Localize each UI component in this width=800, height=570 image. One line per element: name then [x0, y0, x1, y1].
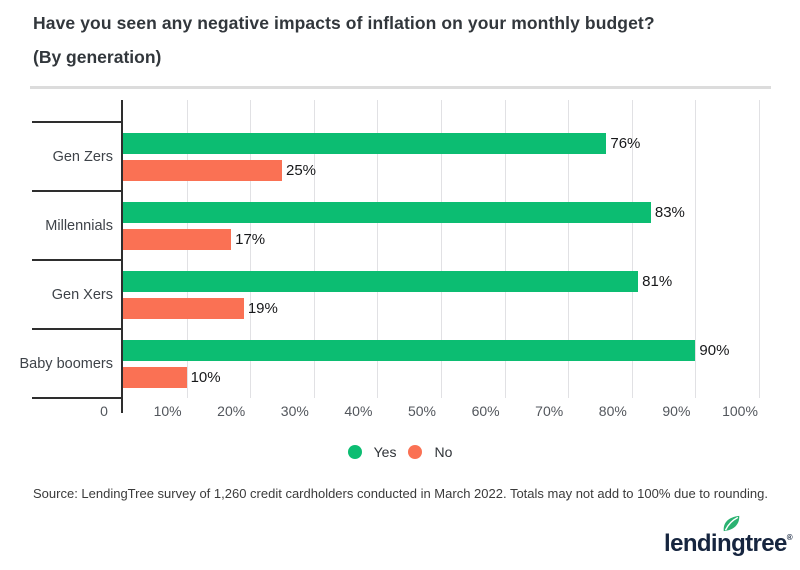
- category-tick-line: [32, 259, 123, 261]
- gridline: [313, 100, 315, 398]
- x-tick-label: 30%: [280, 403, 309, 419]
- legend-swatch-yes: [347, 445, 362, 459]
- x-tick-label: 60%: [471, 403, 500, 419]
- x-tick-label: 70%: [535, 403, 564, 419]
- logo-word: lendingtree: [664, 530, 787, 557]
- bar-group: 81% 19%: [123, 260, 759, 329]
- category-label: Baby boomers: [19, 355, 114, 372]
- bar-no: [123, 229, 232, 250]
- bar-line: 83%: [123, 202, 759, 223]
- gridline: [568, 100, 570, 398]
- chart-legend: Yes No: [0, 444, 800, 460]
- category-tick-line: [32, 190, 123, 192]
- logo-text: lendingtree®: [664, 530, 793, 558]
- leaf-icon: [719, 514, 744, 533]
- bar-value-label: 25%: [286, 162, 317, 179]
- category-tick-line: [32, 121, 123, 123]
- bar-value-label: 17%: [235, 231, 266, 248]
- category-row: Gen Zers 76% 25%: [0, 122, 800, 191]
- category-row: Baby boomers 90% 10%: [0, 329, 800, 398]
- bar-yes: [123, 133, 607, 154]
- x-axis-ticks: 0 10% 20% 30% 40% 50% 60% 70% 80% 90% 100%: [100, 403, 759, 421]
- x-tick-label: 80%: [598, 403, 627, 419]
- category-boundaries: [32, 121, 123, 399]
- bar-line: 81%: [123, 271, 759, 292]
- gridline: [504, 100, 506, 398]
- bar-line: 17%: [123, 229, 759, 250]
- bar-line: 90%: [123, 340, 759, 361]
- bar-no: [123, 160, 282, 181]
- bar-line: 19%: [123, 298, 759, 319]
- bar-group: 76% 25%: [123, 122, 759, 191]
- category-row: Millennials 83% 17%: [0, 191, 800, 260]
- x-tick-label: 0: [100, 403, 108, 419]
- category-tick-line: [32, 328, 123, 330]
- gridline: [631, 100, 633, 398]
- category-label: Gen Xers: [51, 286, 113, 303]
- chart-subtitle: (By generation): [33, 47, 162, 67]
- bar-group: 90% 10%: [123, 329, 759, 398]
- legend-swatch-no: [408, 445, 423, 459]
- gridline: [759, 100, 760, 398]
- bar-value-label: 19%: [247, 300, 278, 317]
- x-tick-label: 90%: [662, 403, 691, 419]
- bar-yes: [123, 202, 651, 223]
- bar-yes: [123, 340, 696, 361]
- chart-title: Have you seen any negative impacts of in…: [33, 13, 655, 33]
- x-tick-label: 40%: [344, 403, 373, 419]
- bar-no: [123, 298, 244, 319]
- category-row: Gen Xers 81% 19%: [0, 260, 800, 329]
- legend-label: No: [434, 444, 453, 460]
- source-note: Source: LendingTree survey of 1,260 cred…: [33, 486, 768, 501]
- bar-yes: [123, 271, 639, 292]
- gridline: [441, 100, 442, 398]
- y-axis-line: [121, 100, 123, 413]
- x-tick-label: 100%: [722, 403, 758, 419]
- bar-line: 10%: [123, 367, 759, 388]
- bar-value-label: 10%: [190, 369, 221, 386]
- gridline: [377, 100, 379, 398]
- bar-line: 76%: [123, 133, 759, 154]
- category-rows: Gen Zers 76% 25% Millennials 83% 17% Gen Xers 8…: [0, 122, 800, 398]
- category-label: Millennials: [45, 217, 113, 234]
- bar-value-label: 83%: [654, 204, 685, 221]
- bar-value-label: 90%: [699, 342, 730, 359]
- bar-line: 25%: [123, 160, 759, 181]
- legend-item: Yes: [347, 444, 397, 460]
- gridline: [250, 100, 252, 398]
- x-tick-label: 20%: [217, 403, 246, 419]
- x-tick-label: 10%: [153, 403, 182, 419]
- header-divider: [30, 86, 771, 89]
- bar-value-label: 76%: [610, 135, 641, 152]
- legend-label: Yes: [373, 444, 397, 460]
- registered-mark: ®: [786, 533, 793, 542]
- category-label: Gen Zers: [52, 148, 113, 165]
- gridline: [695, 100, 697, 398]
- bar-group: 83% 17%: [123, 191, 759, 260]
- x-tick-label: 50%: [407, 403, 437, 419]
- bar-value-label: 81%: [642, 273, 673, 290]
- lendingtree-logo: lendingtree®: [664, 514, 796, 560]
- legend-item: No: [408, 444, 452, 460]
- bar-no: [123, 367, 187, 388]
- category-tick-line: [32, 397, 123, 399]
